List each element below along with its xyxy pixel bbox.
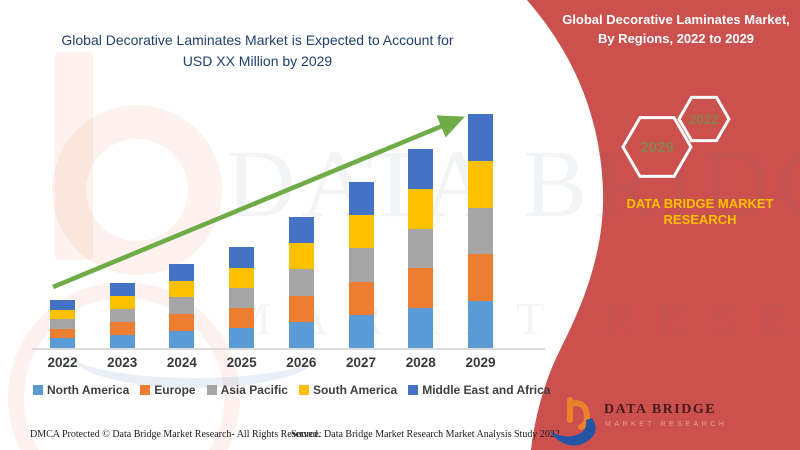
databridge-logo-mark-icon [550, 397, 596, 446]
x-axis-label-2024: 2024 [166, 355, 197, 370]
bar-segment-north-america [50, 338, 75, 348]
bar-segment-north-america [467, 301, 493, 348]
chart-title-line2: USD XX Million by 2029 [182, 53, 333, 69]
ribbon-brand-line2: RESEARCH [663, 212, 737, 228]
chart-title-line1: Global Decorative Laminates Market is Ex… [61, 32, 454, 48]
bar-segment-south-america [169, 280, 195, 298]
bar-segment-europe [109, 321, 135, 335]
ribbon-brand-name: DATA BRIDGE MARKET RESEARCH [610, 196, 790, 229]
bar-segment-europe [229, 307, 255, 328]
bar-segment-asia-pacific [229, 287, 255, 308]
bar-segment-south-america [288, 243, 314, 270]
bar-2029 [467, 114, 493, 348]
x-axis-label-2022: 2022 [47, 355, 78, 370]
hexagon-2022-label: 2022 [688, 112, 720, 127]
x-axis-label-2027: 2027 [346, 355, 377, 370]
bar-segment-south-america [467, 160, 493, 208]
bar-segment-middle-east-and-africa [288, 216, 314, 244]
bar-segment-middle-east-and-africa [50, 300, 75, 310]
bar-segment-middle-east-and-africa [229, 247, 255, 268]
bar-segment-middle-east-and-africa [169, 263, 195, 281]
bar-segment-south-america [109, 295, 135, 309]
bar-segment-north-america [109, 334, 135, 348]
bar-segment-south-america [229, 267, 255, 288]
x-axis-line [32, 348, 545, 350]
x-axis-label-2023: 2023 [107, 355, 138, 370]
legend-item-europe: Europe [140, 383, 196, 397]
bar-2026 [288, 216, 314, 348]
legend-swatch [140, 385, 151, 395]
bar-segment-north-america [229, 327, 255, 348]
bar-2023 [109, 282, 135, 348]
x-axis-label-2025: 2025 [226, 355, 257, 370]
bar-segment-asia-pacific [408, 228, 434, 269]
footer-dmca-notice: DMCA Protected © Data Bridge Market Rese… [30, 429, 321, 440]
bar-segment-north-america [408, 308, 434, 348]
ribbon-banner-title: Global Decorative Laminates Market, By R… [552, 11, 800, 49]
bar-segment-asia-pacific [109, 308, 135, 322]
x-axis-label-2026: 2026 [286, 355, 317, 370]
bar-2024 [169, 263, 195, 348]
legend-swatch [206, 385, 217, 395]
legend-label: Asia Pacific [220, 383, 288, 397]
x-axis-label-2029: 2029 [465, 355, 496, 370]
bar-segment-europe [408, 268, 434, 309]
bar-segment-europe [288, 295, 314, 322]
hexagon-2029-label: 2029 [640, 139, 674, 156]
bar-segment-middle-east-and-africa [109, 282, 135, 296]
x-axis-label-2028: 2028 [405, 355, 436, 370]
legend-swatch [408, 385, 419, 395]
bar-2022 [50, 300, 75, 348]
databridge-logo: DATA BRIDGE MARKET RESEARCH [548, 394, 768, 446]
watermark-blue-arc-shape [70, 318, 320, 388]
legend-label: North America [47, 383, 130, 397]
legend-item-south-america: South America [298, 383, 398, 397]
legend-item-north-america: North America [33, 383, 129, 397]
bar-segment-asia-pacific [348, 248, 374, 282]
logo-tagline: MARKET RESEARCH [605, 421, 728, 428]
legend-item-asia-pacific: Asia Pacific [206, 383, 288, 397]
legend-swatch [298, 385, 309, 395]
ribbon-banner-title-line2: By Regions, 2022 to 2029 [597, 30, 755, 46]
bar-segment-asia-pacific [50, 319, 75, 329]
bar-segment-asia-pacific [467, 207, 493, 255]
bar-2028 [408, 149, 434, 348]
bar-segment-south-america [50, 309, 75, 320]
bar-segment-north-america [288, 321, 314, 348]
legend-label: Middle East and Africa [422, 383, 551, 397]
watermark-text-market-research: MARKET RESEARCH [230, 293, 800, 344]
red-ribbon-shape [527, 0, 800, 450]
bar-segment-middle-east-and-africa [408, 149, 434, 189]
bar-2025 [229, 247, 255, 348]
bar-segment-asia-pacific [288, 269, 314, 296]
chart-title: Global Decorative Laminates Market is Ex… [35, 30, 480, 72]
bar-segment-north-america [348, 314, 374, 348]
footer-source-note: Source: Data Bridge Market Research Mark… [291, 429, 560, 440]
bar-segment-europe [50, 328, 75, 339]
bar-segment-asia-pacific [169, 297, 195, 315]
legend-label: Europe [154, 383, 196, 397]
bar-2027 [348, 181, 374, 348]
bar-segment-south-america [348, 215, 374, 249]
logo-name: DATA BRIDGE [604, 402, 717, 417]
bar-segment-europe [348, 281, 374, 315]
bar-segment-middle-east-and-africa [467, 114, 493, 161]
chart-legend: North America Europe Asia Pacific South Ame… [33, 383, 550, 397]
trend-line [52, 115, 465, 290]
ribbon-banner-title-line1: Global Decorative Laminates Market, [562, 12, 790, 27]
bar-segment-europe [467, 254, 493, 302]
ribbon-brand-line1: DATA BRIDGE MARKET [626, 196, 774, 211]
legend-label: South America [312, 383, 398, 397]
bar-segment-middle-east-and-africa [348, 181, 374, 216]
bar-segment-europe [169, 314, 195, 332]
bar-segment-south-america [408, 188, 434, 229]
watermark-text-databridge: DATA BRIDGE [226, 130, 800, 237]
bar-segment-north-america [169, 331, 195, 348]
legend-item-middle-east-and-africa: Middle East and Africa [408, 383, 550, 397]
legend-swatch [33, 385, 43, 395]
